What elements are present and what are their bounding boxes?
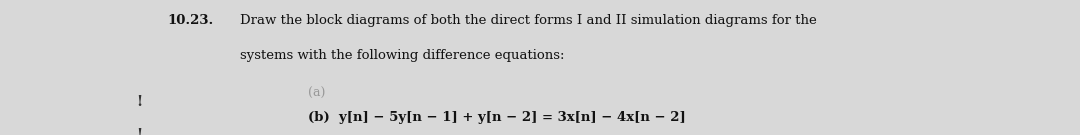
Text: !: ! <box>136 128 143 135</box>
Text: (a): (a) <box>308 87 325 100</box>
Text: Draw the block diagrams of both the direct forms I and II simulation diagrams fo: Draw the block diagrams of both the dire… <box>240 14 816 27</box>
Text: 10.23.: 10.23. <box>167 14 214 27</box>
Text: !: ! <box>136 94 143 109</box>
Text: (b)  y[n] − 5y[n − 1] + y[n − 2] = 3x[n] − 4x[n − 2]: (b) y[n] − 5y[n − 1] + y[n − 2] = 3x[n] … <box>308 111 686 124</box>
Text: systems with the following difference equations:: systems with the following difference eq… <box>240 49 564 62</box>
